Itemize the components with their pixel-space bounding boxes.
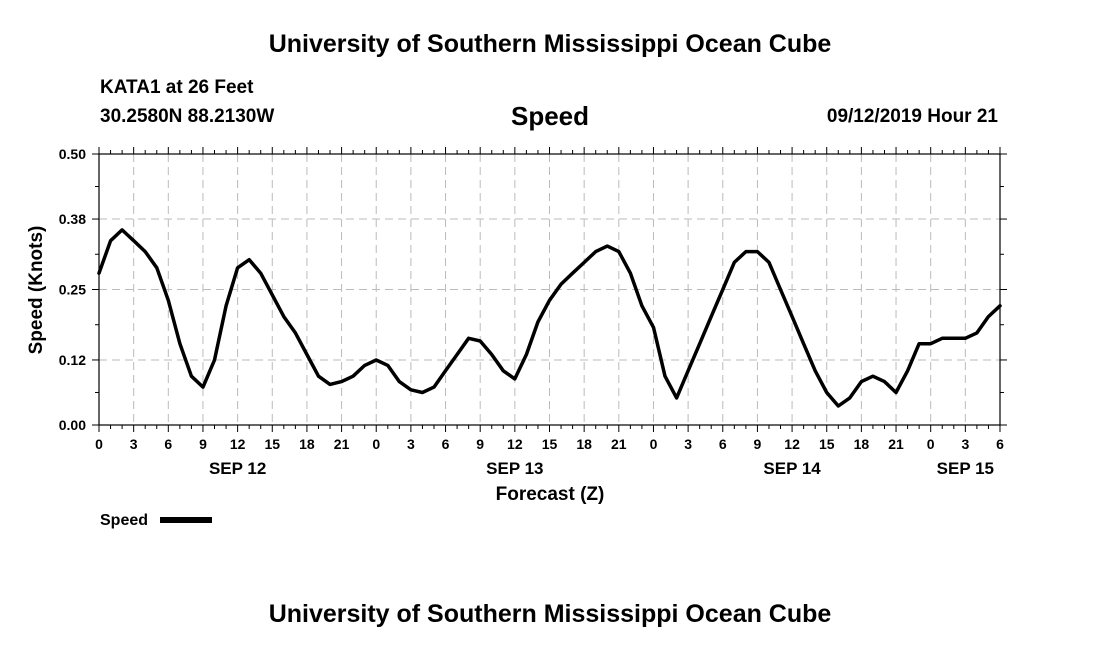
speed-series-line bbox=[97, 228, 1002, 408]
x-tick-label: 3 bbox=[130, 436, 138, 452]
station-label: KATA1 at 26 Feet bbox=[100, 77, 254, 98]
y-tick-label: 0.12 bbox=[59, 352, 86, 368]
x-tick-label: 18 bbox=[299, 436, 315, 452]
x-tick-label: 0 bbox=[927, 436, 935, 452]
grid-lines bbox=[98, 153, 1001, 426]
location-label: 30.2580N 88.2130W bbox=[100, 106, 275, 127]
date-label: SEP 15 bbox=[937, 459, 994, 478]
footer-title: University of Southern Mississippi Ocean… bbox=[268, 600, 832, 628]
x-tick-label: 18 bbox=[854, 436, 870, 452]
x-tick-label: 9 bbox=[199, 436, 207, 452]
x-tick-label: 0 bbox=[372, 436, 380, 452]
x-tick-label: 6 bbox=[164, 436, 172, 452]
issued-label: 09/12/2019 Hour 21 bbox=[826, 106, 998, 127]
date-label: SEP 13 bbox=[486, 459, 543, 478]
x-tick-label: 15 bbox=[819, 436, 835, 452]
date-label: SEP 12 bbox=[209, 459, 266, 478]
y-tick-label: 0.50 bbox=[59, 146, 86, 162]
y-tick-label: 0.38 bbox=[59, 211, 86, 227]
x-tick-label: 6 bbox=[442, 436, 450, 452]
x-tick-label: 6 bbox=[719, 436, 727, 452]
series-layer bbox=[97, 228, 1002, 408]
chart-title: University of Southern Mississippi Ocean… bbox=[268, 30, 832, 58]
x-tick-label: 21 bbox=[611, 436, 627, 452]
x-tick-label: 12 bbox=[230, 436, 246, 452]
y-tick-label: 0.25 bbox=[59, 282, 86, 298]
x-tick-label: 6 bbox=[996, 436, 1004, 452]
x-axis-label: Forecast (Z) bbox=[496, 484, 605, 505]
x-tick-label: 3 bbox=[407, 436, 415, 452]
variable-label: Speed bbox=[510, 101, 590, 131]
y-tick-label: 0.00 bbox=[59, 417, 86, 433]
x-tick-label: 9 bbox=[476, 436, 484, 452]
x-tick-label: 18 bbox=[576, 436, 592, 452]
x-tick-label: 3 bbox=[684, 436, 692, 452]
y-axis-label: Speed (Knots) bbox=[26, 226, 47, 355]
x-tick-label: 12 bbox=[784, 436, 800, 452]
x-tick-label: 21 bbox=[334, 436, 350, 452]
x-tick-label: 21 bbox=[888, 436, 904, 452]
legend-line-swatch bbox=[160, 517, 212, 523]
x-tick-label: 9 bbox=[754, 436, 762, 452]
legend-label: Speed bbox=[100, 512, 148, 529]
x-tick-label: 0 bbox=[650, 436, 658, 452]
x-tick-label: 3 bbox=[961, 436, 969, 452]
x-tick-label: 15 bbox=[542, 436, 558, 452]
x-tick-label: 12 bbox=[507, 436, 523, 452]
date-label: SEP 14 bbox=[763, 459, 821, 478]
axes bbox=[92, 147, 1007, 432]
tick-labels: 0.00 0.12 0.25 0.38 0.50 0 3 6 9 12 15 18 21 0 3 6 9 12 15… bbox=[59, 146, 1004, 478]
x-tick-label: 0 bbox=[95, 436, 103, 452]
x-tick-label: 15 bbox=[264, 436, 280, 452]
